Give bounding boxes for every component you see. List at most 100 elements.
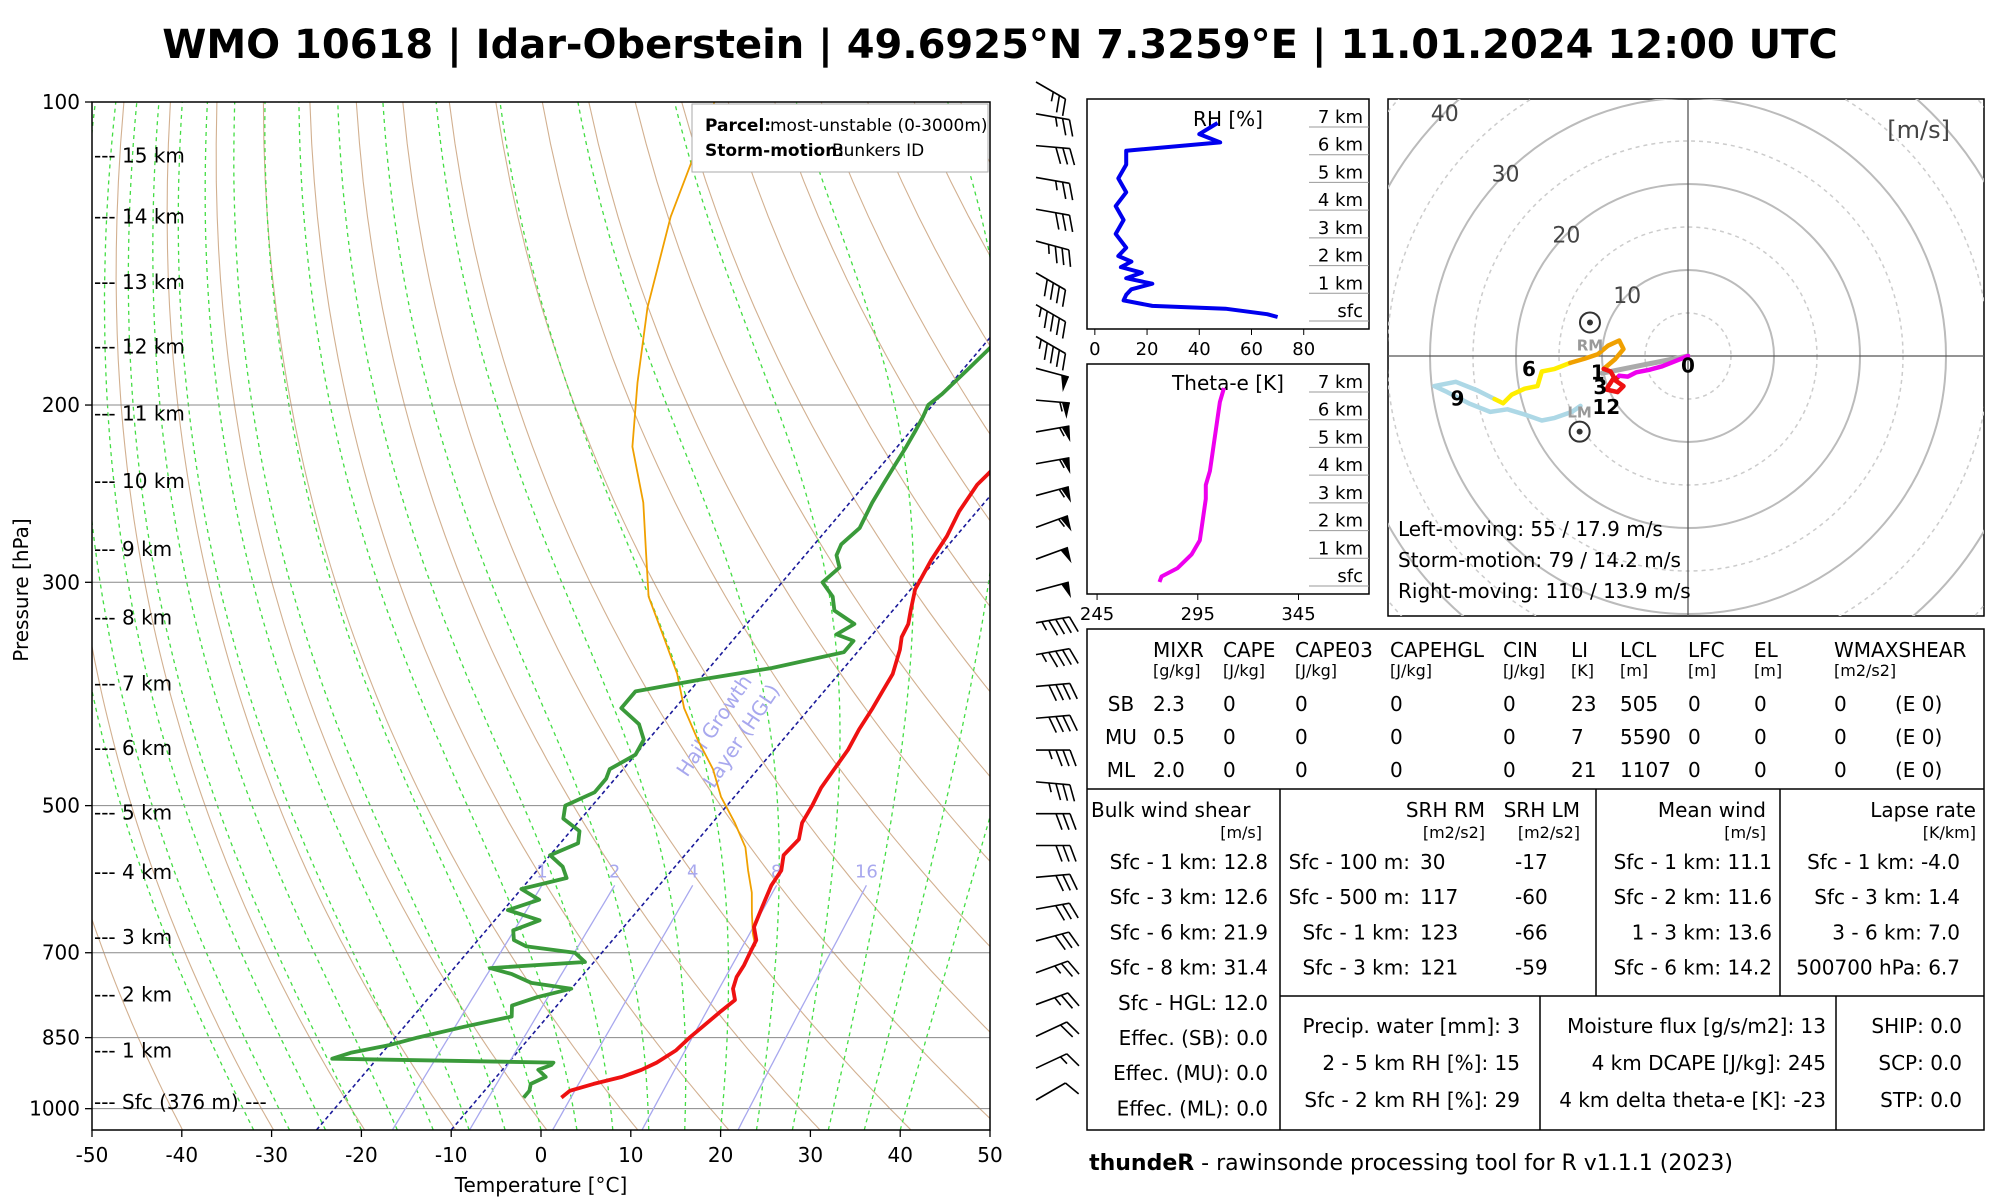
mixing-ratio-line bbox=[641, 884, 778, 1130]
barb-full bbox=[1049, 282, 1055, 300]
wind-barb bbox=[1035, 176, 1074, 201]
table-header: MIXR bbox=[1153, 638, 1204, 662]
table-cell: 0.5 bbox=[1153, 725, 1185, 749]
x-tick-label: 50 bbox=[977, 1143, 1002, 1167]
barb-full bbox=[1061, 118, 1067, 136]
moist-adiabat bbox=[298, 102, 578, 1130]
barb-half bbox=[1038, 307, 1042, 318]
barb-staff bbox=[1035, 399, 1070, 404]
dry-adiabat bbox=[495, 102, 990, 1033]
moist-adiabat bbox=[127, 102, 362, 1130]
thetae-height-label: 7 km bbox=[1318, 372, 1363, 393]
bulk-shear-row: Effec. (SB): 0.0 bbox=[1119, 1026, 1268, 1050]
srh-lm-unit: [m2/s2] bbox=[1518, 823, 1580, 842]
height-label: --- 11 km bbox=[94, 402, 185, 426]
table-cell: 0 bbox=[1834, 725, 1847, 749]
table-header: WMAXSHEAR bbox=[1834, 638, 1966, 662]
wind-barb bbox=[1035, 960, 1080, 978]
moist-adiabat bbox=[863, 102, 990, 1130]
dry-adiabat bbox=[115, 102, 366, 1130]
barb-full bbox=[1049, 346, 1055, 364]
lapse-rate-unit: [K/km] bbox=[1923, 823, 1976, 842]
moist-adiabat bbox=[177, 102, 434, 1130]
barb-full bbox=[1055, 95, 1061, 113]
left-moving-text: Left-moving: 55 / 17.9 m/s bbox=[1398, 517, 1663, 541]
barb-staff bbox=[1035, 335, 1066, 355]
height-label: --- Sfc (376 m) --- bbox=[94, 1090, 267, 1114]
table-cell: 7 bbox=[1571, 725, 1584, 749]
wind-barb bbox=[1035, 81, 1067, 116]
bulk-shear-title: Bulk wind shear bbox=[1091, 798, 1251, 822]
hodo-trace-red bbox=[1601, 366, 1626, 395]
table-header: CAPEHGL bbox=[1390, 638, 1485, 662]
wind-barb bbox=[1035, 902, 1079, 921]
rh-x-tick-label: 80 bbox=[1292, 339, 1315, 360]
table-cell: 0 bbox=[1295, 725, 1308, 749]
lapse-rate-title: Lapse rate bbox=[1870, 798, 1976, 822]
table-cell: 0 bbox=[1503, 758, 1516, 782]
barb-staff bbox=[1035, 485, 1070, 497]
barb-full bbox=[1062, 749, 1070, 767]
dry-adiabat bbox=[215, 102, 548, 1130]
table-header: LFC bbox=[1688, 638, 1725, 662]
bulk-shear-row: Sfc - 8 km: 31.4 bbox=[1110, 956, 1268, 980]
barb-full bbox=[1068, 249, 1072, 267]
table-cell: 0 bbox=[1295, 758, 1308, 782]
table-header: CAPE03 bbox=[1295, 638, 1373, 662]
table-cell-extra: (E 0) bbox=[1895, 725, 1942, 749]
rh-x-tick-label: 0 bbox=[1089, 339, 1100, 360]
barb-full bbox=[1060, 994, 1074, 1009]
dry-adiabat bbox=[92, 643, 275, 1130]
barb-full bbox=[1066, 1021, 1080, 1035]
mixing-ratio-line bbox=[737, 884, 867, 1130]
x-tick-label: -30 bbox=[255, 1143, 288, 1167]
lapse-rate-row: 3 - 6 km: 7.0 bbox=[1832, 920, 1960, 944]
wind-barb bbox=[1035, 647, 1079, 668]
rh-height-label: 1 km bbox=[1318, 273, 1363, 294]
rh-x-tick-label: 40 bbox=[1188, 339, 1211, 360]
rh-profile bbox=[1113, 121, 1279, 319]
parcel-curve bbox=[631, 102, 757, 947]
legend-parcel-value: most-unstable (0-3000m) bbox=[770, 116, 988, 136]
mean-wind-unit: [m/s] bbox=[1724, 823, 1766, 842]
barb-staff bbox=[1035, 647, 1070, 656]
bulk-shear-unit: [m/s] bbox=[1220, 823, 1262, 842]
height-label: --- 8 km bbox=[94, 605, 172, 629]
moist-adiabat bbox=[673, 102, 841, 1130]
table-cell: 0 bbox=[1754, 758, 1767, 782]
composite-index: SCP: 0.0 bbox=[1878, 1051, 1962, 1075]
srh-row-label: Sfc - 500 m: bbox=[1289, 885, 1410, 909]
dry-adiabat bbox=[402, 102, 912, 1130]
wind-barb bbox=[1035, 1082, 1080, 1101]
table-row-label: ML bbox=[1107, 758, 1136, 782]
rh-height-label: 2 km bbox=[1318, 246, 1363, 267]
wind-barb bbox=[1035, 931, 1080, 951]
barb-full bbox=[1067, 960, 1080, 975]
barb-pennant bbox=[1061, 375, 1069, 393]
barb-half bbox=[1054, 180, 1058, 191]
barb-half bbox=[1054, 997, 1062, 1006]
barb-half bbox=[1047, 244, 1050, 254]
barb-staff bbox=[1035, 113, 1070, 121]
height-label: --- 9 km bbox=[94, 537, 172, 561]
wind-barb bbox=[1035, 113, 1074, 137]
x-tick-label: -40 bbox=[165, 1143, 198, 1167]
barb-staff bbox=[1035, 960, 1069, 974]
hodo-height-marker: 0 bbox=[1681, 354, 1695, 378]
barb-full bbox=[1055, 783, 1062, 801]
thetae-height-label: 5 km bbox=[1318, 427, 1363, 448]
srh-lm-value: -66 bbox=[1515, 920, 1548, 944]
y-tick-label: 500 bbox=[42, 794, 80, 818]
moist-adiabat bbox=[233, 102, 506, 1130]
barb-full bbox=[1055, 650, 1066, 667]
moist-adiabat bbox=[103, 102, 327, 1130]
table-cell: 0 bbox=[1834, 758, 1847, 782]
hodo-rm-dot bbox=[1586, 319, 1593, 326]
lapse-rate-row: 500700 hPa: 6.7 bbox=[1796, 956, 1960, 980]
table-cell: 0 bbox=[1688, 725, 1701, 749]
wind-barb bbox=[1035, 546, 1072, 564]
height-label: --- 5 km bbox=[94, 801, 172, 825]
height-label: --- 13 km bbox=[94, 270, 185, 294]
mixing-ratio-label: 8 bbox=[771, 861, 782, 882]
